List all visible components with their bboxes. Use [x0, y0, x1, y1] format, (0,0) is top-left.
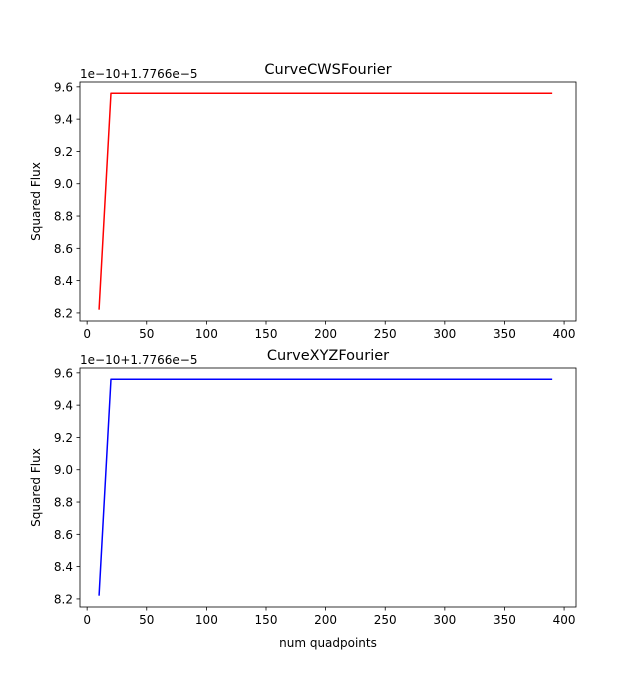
- y-tick-label: 8.4: [54, 274, 73, 288]
- x-axis-label: num quadpoints: [279, 636, 377, 650]
- y-tick-label: 9.0: [54, 177, 73, 191]
- chart-2: 0 50 100 150 200 250 300 350 400 8.2 8.4 8.6 8.8 9.0 9…: [29, 348, 577, 650]
- x-tick-label: 250: [374, 327, 397, 341]
- chart-1: 0 50 100 150 200 250 300 350 400 8.2 8.4 8.6 8.8 9.0 9…: [29, 62, 577, 341]
- y-axis-label: Squared Flux: [29, 162, 43, 241]
- chart-title: CurveCWSFourier: [264, 62, 391, 78]
- x-tick-label: 250: [374, 613, 397, 627]
- y-tick-label: 9.0: [54, 463, 73, 477]
- axes-frame: [79, 367, 577, 608]
- x-tick-label: 400: [553, 327, 576, 341]
- x-tick-label: 0: [83, 613, 91, 627]
- y-tick-label: 8.4: [54, 560, 73, 574]
- x-tick-label: 150: [255, 327, 278, 341]
- x-tick-label: 350: [493, 327, 516, 341]
- y-tick-label: 9.6: [54, 366, 73, 380]
- y-tick-label: 9.6: [54, 80, 73, 94]
- y-tick-label: 9.4: [54, 113, 73, 127]
- axes-frame: [79, 81, 577, 322]
- x-tick-label: 200: [314, 613, 337, 627]
- y-tick-label: 8.2: [54, 306, 73, 320]
- x-tick-label: 50: [139, 613, 154, 627]
- y-offset-label: 1e−10+1.7766e−5: [80, 353, 197, 367]
- y-tick-label: 9.2: [54, 431, 73, 445]
- x-tick-label: 300: [433, 613, 456, 627]
- x-tick-label: 150: [255, 613, 278, 627]
- y-tick-label: 8.8: [54, 210, 73, 224]
- y-offset-label: 1e−10+1.7766e−5: [80, 67, 197, 81]
- x-tick-label: 0: [83, 327, 91, 341]
- y-tick-label: 8.2: [54, 592, 73, 606]
- x-tick-label: 200: [314, 327, 337, 341]
- chart-title: CurveXYZFourier: [267, 348, 389, 364]
- y-tick-label: 8.8: [54, 496, 73, 510]
- x-tick-label: 100: [195, 327, 218, 341]
- y-axis-label: Squared Flux: [29, 448, 43, 527]
- x-tick-label: 350: [493, 613, 516, 627]
- series-line-1: [98, 378, 553, 596]
- series-line-1: [98, 92, 553, 310]
- x-tick-label: 400: [553, 613, 576, 627]
- x-tick-label: 50: [139, 327, 154, 341]
- x-tick-label: 100: [195, 613, 218, 627]
- y-tick-label: 8.6: [54, 528, 73, 542]
- x-tick-label: 300: [433, 327, 456, 341]
- y-tick-label: 9.2: [54, 145, 73, 159]
- y-tick-label: 8.6: [54, 242, 73, 256]
- y-tick-label: 9.4: [54, 399, 73, 413]
